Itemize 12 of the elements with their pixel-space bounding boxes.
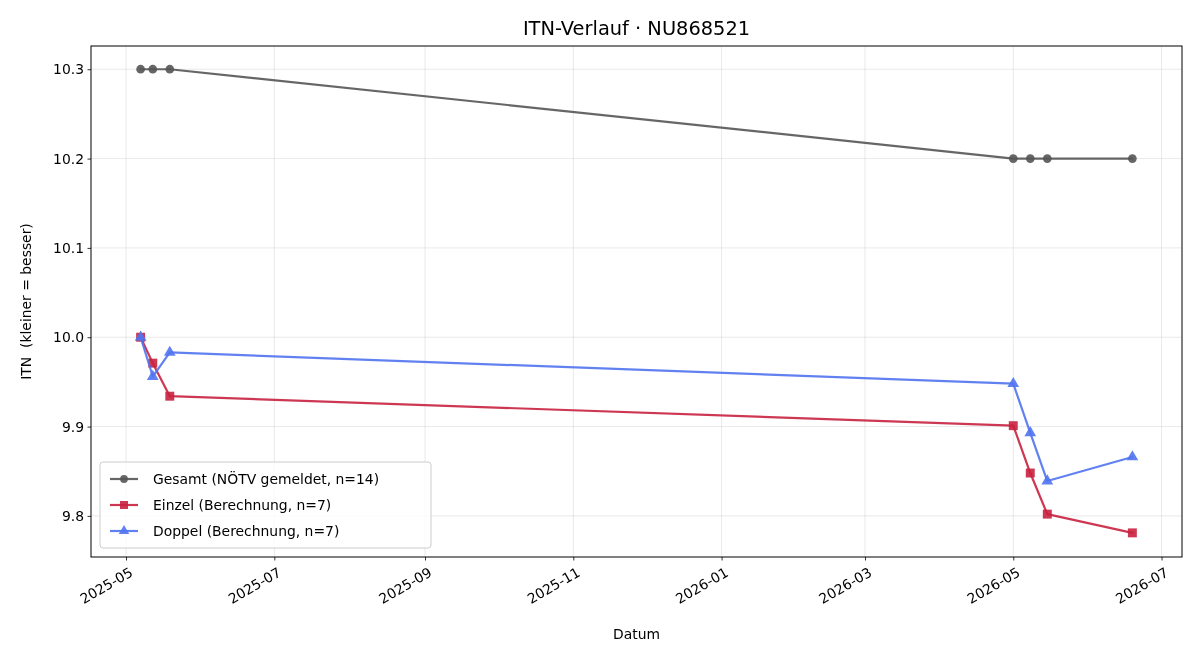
y-tick-label: 9.9 xyxy=(61,418,84,435)
x-axis-title: Datum xyxy=(613,626,660,642)
y-tick-label: 10.1 xyxy=(53,239,84,256)
legend-label: Einzel (Berechnung, n=7) xyxy=(153,496,332,513)
chart-title: ITN-Verlauf · NU868521 xyxy=(522,17,751,40)
y-tick-label: 9.8 xyxy=(61,507,84,524)
legend-label: Doppel (Berechnung, n=7) xyxy=(153,522,340,539)
legend-label: Gesamt (NÖTV gemeldet, n=14) xyxy=(153,469,380,487)
y-axis-title: ITN (kleiner = besser) xyxy=(18,223,34,380)
y-tick-label: 10.3 xyxy=(53,61,84,78)
y-tick-label: 10.2 xyxy=(53,150,84,167)
y-tick-label: 10.0 xyxy=(53,329,84,346)
